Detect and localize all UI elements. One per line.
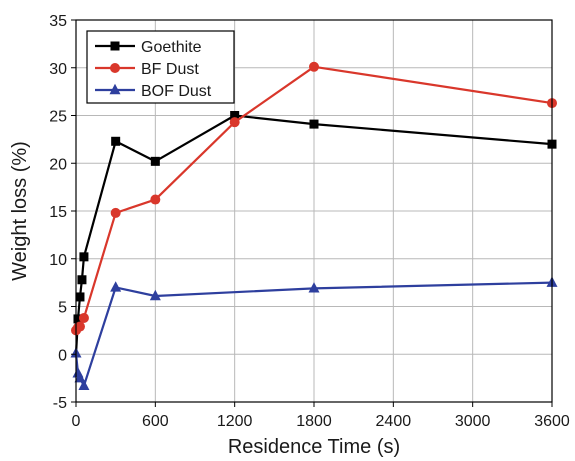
grid-lines (75, 19, 553, 403)
data-point-bof-dust (149, 289, 161, 301)
y-tick-label: -5 (53, 395, 67, 412)
y-tick-label: 35 (49, 13, 67, 30)
data-point-goethite (73, 314, 83, 324)
legend-marker-bf-dust (110, 63, 120, 73)
x-tick-label: 3600 (534, 413, 570, 430)
y-tick-label: 5 (58, 300, 67, 317)
axis-ticks: 0 600 1200 1800 2400 3000 3600 -5 0 5 10 15 20 25 30 35 (49, 13, 570, 430)
data-point-bf-dust (150, 194, 161, 205)
series-bof-dust (70, 276, 558, 390)
y-tick-label: 15 (49, 204, 67, 221)
data-point-bf-dust (229, 117, 240, 128)
y-tick-label: 20 (49, 156, 67, 173)
legend-label-bf-dust: BF Dust (141, 61, 199, 78)
x-tick-label: 1800 (296, 413, 332, 430)
data-point-goethite (309, 119, 319, 129)
x-tick-label: 2400 (376, 413, 412, 430)
data-point-bof-dust (110, 281, 122, 292)
y-tick-label: 25 (49, 109, 67, 126)
data-point-bf-dust (309, 61, 319, 72)
x-tick-label: 600 (142, 413, 169, 430)
data-point-bof-dust (74, 371, 86, 383)
legend-label-bof-dust: BOF Dust (141, 83, 212, 100)
x-axis-label: Residence Time (s) (228, 436, 400, 458)
x-tick-label: 0 (72, 413, 81, 430)
y-tick-label: 10 (49, 252, 67, 269)
legend: Goethite BF Dust BOF Dust (86, 30, 235, 104)
data-point-bf-dust (110, 207, 121, 218)
data-point-bf-dust (78, 312, 89, 323)
series-line-goethite (74, 114, 553, 355)
data-point-bf-dust (74, 321, 85, 332)
data-point-goethite (230, 111, 240, 120)
series-bf-dust (71, 61, 557, 336)
x-tick-label: 3000 (455, 413, 491, 430)
x-tick-label: 1200 (217, 413, 253, 430)
data-point-bof-dust (308, 282, 320, 293)
legend-entry-goethite: Goethite (95, 39, 202, 56)
data-point-goethite (150, 156, 160, 166)
data-point-bof-dust (78, 379, 90, 390)
series-goethite (73, 111, 557, 355)
legend-entry-bf-dust: BF Dust (95, 61, 199, 78)
y-axis-label: Weight loss (%) (9, 141, 31, 281)
legend-marker-goethite (110, 41, 120, 51)
data-point-goethite (75, 292, 85, 302)
y-tick-label: 30 (49, 61, 67, 78)
data-point-goethite (111, 136, 121, 146)
legend-entry-bof-dust: BOF Dust (95, 83, 212, 100)
legend-label-goethite: Goethite (141, 39, 202, 56)
legend-marker-bof-dust (109, 83, 121, 95)
series-layer (70, 61, 558, 390)
y-tick-label: 0 (58, 347, 67, 364)
data-point-goethite (77, 275, 87, 285)
data-point-goethite (79, 252, 89, 262)
